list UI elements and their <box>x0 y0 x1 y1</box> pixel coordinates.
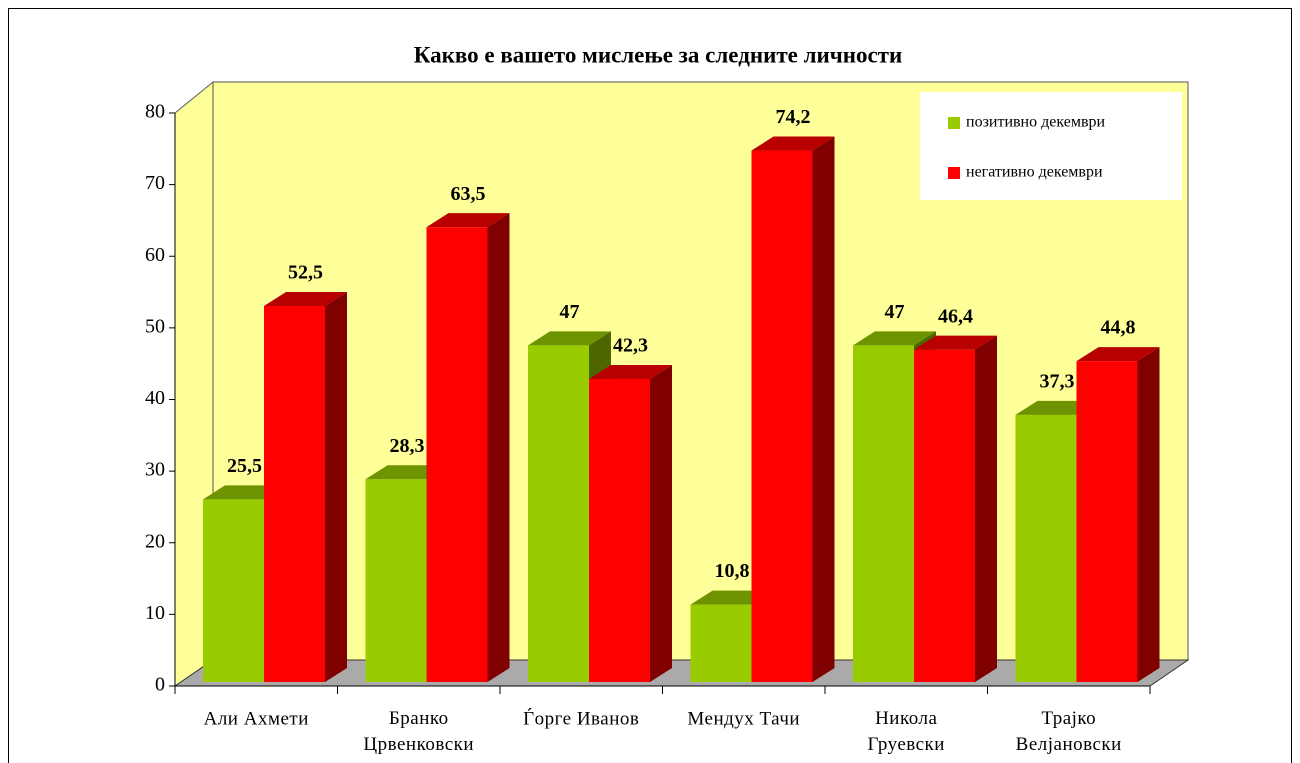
y-tick-label: 70 <box>145 172 165 194</box>
value-label: 37,3 <box>1040 370 1075 392</box>
bar <box>264 305 325 682</box>
bar-top <box>589 365 672 380</box>
y-tick-label: 0 <box>155 674 165 696</box>
legend-swatch <box>948 167 960 179</box>
value-label: 46,4 <box>938 305 973 327</box>
value-label: 25,5 <box>227 455 262 477</box>
y-tick-label: 60 <box>145 244 165 266</box>
bar <box>528 345 589 682</box>
x-tick-label: Трајко Велјановски <box>1016 708 1122 755</box>
bar <box>426 227 488 682</box>
value-label: 47 <box>885 301 905 323</box>
legend-label: негативно декември <box>966 164 1103 181</box>
bar-side <box>487 213 510 682</box>
bar-top <box>528 331 611 346</box>
bar-top <box>914 335 997 350</box>
value-label: 42,3 <box>613 335 648 357</box>
x-tick-label: Ѓорге Иванов <box>523 707 639 729</box>
bar-top <box>264 291 347 306</box>
value-label: 44,8 <box>1101 317 1136 339</box>
chart-title: Какво е вашето мислење за следните лично… <box>414 42 902 67</box>
value-label: 10,8 <box>715 560 750 582</box>
bar <box>751 150 813 683</box>
x-tick-label: Бранко Црвенковски <box>363 708 474 755</box>
y-tick-label: 80 <box>145 101 165 123</box>
bar <box>365 479 427 682</box>
legend-label: позитивно декември <box>966 114 1106 131</box>
bar <box>1015 414 1077 682</box>
bar-side <box>1137 347 1160 682</box>
x-tick-label: Никола Груевски <box>868 708 945 755</box>
y-tick-label: 40 <box>145 387 165 409</box>
legend-swatch <box>948 117 960 129</box>
bar <box>203 499 264 682</box>
y-tick-label: 30 <box>145 459 165 481</box>
bar <box>1076 361 1138 682</box>
value-label: 63,5 <box>451 183 486 205</box>
bar-top <box>426 213 510 228</box>
value-label: 47 <box>560 301 580 323</box>
bar <box>914 349 975 682</box>
bar-top <box>1076 347 1160 362</box>
y-tick-label: 20 <box>145 530 165 552</box>
legend <box>920 92 1182 200</box>
value-label: 28,3 <box>390 435 425 457</box>
x-tick-label: Али Ахмети <box>204 708 309 729</box>
x-tick-label: Мендух Тачи <box>687 708 800 729</box>
bar-side <box>325 291 347 682</box>
bar-side <box>975 335 997 682</box>
bar-top <box>751 136 835 151</box>
bar <box>589 379 650 682</box>
y-tick-label: 10 <box>145 602 165 624</box>
y-tick-label: 50 <box>145 315 165 337</box>
bar-side <box>812 136 835 683</box>
bar-top <box>853 331 936 346</box>
bar-side <box>650 365 672 682</box>
bar <box>853 345 914 682</box>
bar <box>690 604 752 682</box>
value-label: 52,5 <box>288 262 323 284</box>
value-label: 74,2 <box>776 106 811 128</box>
